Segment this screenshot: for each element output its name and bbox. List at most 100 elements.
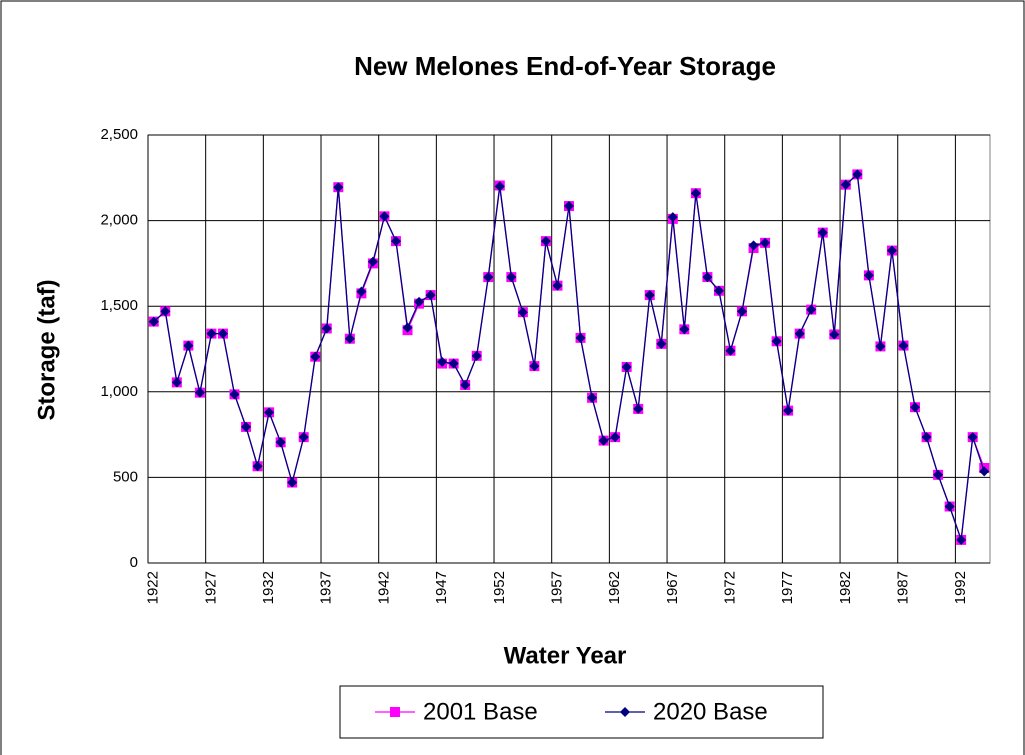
marker: [610, 432, 621, 443]
marker: [275, 437, 286, 448]
marker: [748, 240, 759, 251]
marker: [702, 272, 713, 283]
marker: [310, 351, 321, 362]
marker: [806, 304, 817, 315]
marker: [160, 306, 171, 317]
marker: [379, 211, 390, 222]
plot-area: [147, 134, 991, 564]
marker: [956, 534, 967, 545]
marker: [483, 272, 494, 283]
x-tick-label: 1982: [837, 571, 854, 604]
marker: [529, 361, 540, 372]
marker: [390, 707, 400, 717]
marker: [552, 280, 563, 291]
marker: [840, 179, 851, 190]
marker: [402, 322, 413, 333]
marker: [344, 333, 355, 344]
marker: [356, 286, 367, 297]
x-axis-label: Water Year: [504, 642, 627, 669]
marker: [910, 402, 921, 413]
x-tick-label: 1962: [606, 571, 623, 604]
marker: [921, 432, 932, 443]
x-tick-label: 1992: [952, 571, 969, 604]
marker: [667, 212, 678, 223]
marker: [506, 272, 517, 283]
x-tick-label: 1942: [375, 571, 392, 604]
marker: [287, 477, 298, 488]
marker: [679, 324, 690, 335]
marker: [194, 387, 205, 398]
x-tick-label: 1927: [202, 571, 219, 604]
marker: [517, 307, 528, 318]
marker: [390, 236, 401, 247]
marker: [241, 421, 252, 432]
marker: [644, 290, 655, 301]
x-tick-label: 1987: [894, 571, 911, 604]
marker: [587, 392, 598, 403]
marker: [229, 389, 240, 400]
marker: [264, 407, 275, 418]
marker: [298, 432, 309, 443]
y-tick-label: 1,500: [100, 297, 138, 314]
marker: [437, 356, 448, 367]
marker: [471, 350, 482, 361]
marker: [414, 296, 425, 307]
x-tick-label: 1967: [664, 571, 681, 604]
marker: [183, 340, 194, 351]
marker: [690, 188, 701, 199]
marker: [540, 236, 551, 247]
marker: [771, 336, 782, 347]
marker: [621, 361, 632, 372]
y-tick-label: 0: [130, 554, 138, 571]
marker: [783, 405, 794, 416]
x-tick-label: 1972: [721, 571, 738, 604]
marker: [575, 332, 586, 343]
marker: [252, 461, 263, 472]
marker: [737, 306, 748, 317]
marker: [817, 227, 828, 238]
marker: [979, 466, 990, 477]
marker: [760, 237, 771, 248]
y-tick-label: 1,000: [100, 383, 138, 400]
marker: [725, 345, 736, 356]
marker: [898, 340, 909, 351]
marker: [852, 169, 863, 180]
marker: [321, 323, 332, 334]
marker: [333, 182, 344, 193]
marker: [494, 181, 505, 192]
marker: [460, 379, 471, 390]
y-tick-label: 2,500: [100, 126, 138, 143]
marker: [171, 377, 182, 388]
x-tick-label: 1922: [145, 571, 162, 604]
chart-title: New Melones End-of-Year Storage: [354, 51, 776, 81]
legend: [339, 685, 824, 739]
legend-label: 2001 Base: [423, 698, 538, 725]
marker: [794, 328, 805, 339]
marker: [713, 285, 724, 296]
x-tick-label: 1947: [433, 571, 450, 604]
marker: [598, 435, 609, 446]
marker: [944, 501, 955, 512]
marker: [564, 201, 574, 212]
marker: [206, 328, 217, 339]
x-tick-label: 1977: [779, 571, 796, 604]
x-tick-label: 1952: [491, 571, 508, 604]
marker: [875, 341, 886, 352]
marker: [148, 316, 159, 327]
x-tick-label: 1932: [260, 571, 277, 604]
marker: [967, 432, 978, 443]
marker: [863, 270, 874, 281]
marker: [656, 338, 667, 349]
marker: [425, 290, 436, 301]
y-axis-label: Storage (taf): [33, 279, 60, 420]
y-tick-label: 500: [113, 468, 138, 485]
marker: [217, 328, 228, 339]
legend-label: 2020 Base: [653, 698, 768, 725]
x-tick-label: 1937: [318, 571, 335, 604]
marker: [367, 256, 378, 267]
marker: [933, 469, 944, 480]
y-tick-label: 2,000: [100, 212, 138, 229]
marker: [829, 329, 840, 340]
